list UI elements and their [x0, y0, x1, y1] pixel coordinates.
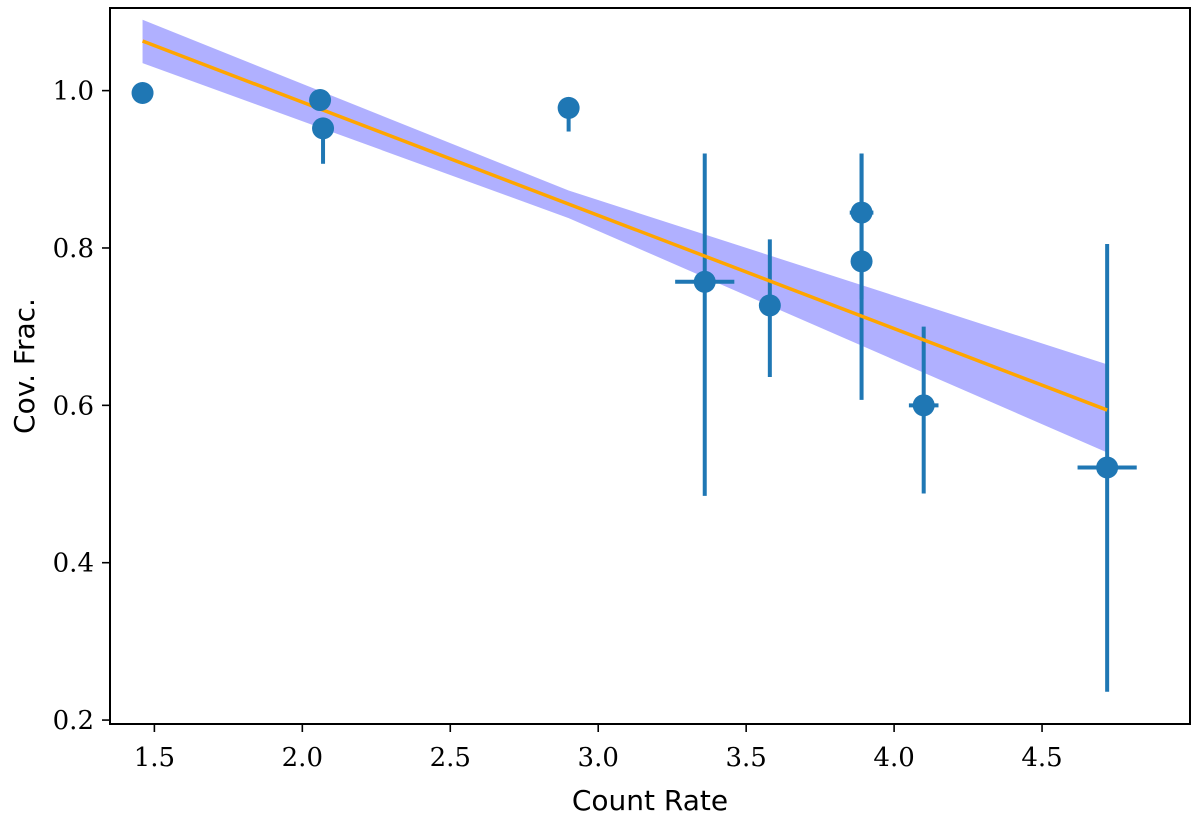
- y-tick-label: 0.6: [53, 391, 94, 421]
- data-point: [850, 201, 873, 224]
- data-point: [758, 294, 781, 317]
- plot-frame: [109, 7, 1191, 725]
- data-point: [693, 270, 716, 293]
- data-points-layer: [131, 81, 1119, 479]
- y-tick-label: 0.8: [53, 234, 94, 264]
- x-tick-label: 3.5: [725, 743, 766, 773]
- x-tick-label: 3.0: [578, 743, 619, 773]
- fit-line: [141, 39, 1108, 412]
- y-axis-ticks: 0.2 0.4 0.6 0.8 1.0: [53, 77, 110, 736]
- data-point: [309, 89, 332, 112]
- y-tick-label: 1.0: [53, 77, 94, 107]
- x-tick-label: 4.0: [873, 743, 914, 773]
- y-tick-label: 0.4: [53, 549, 94, 579]
- data-point: [912, 394, 935, 417]
- y-tick-label: 0.2: [53, 706, 94, 736]
- x-tick-label: 2.0: [282, 743, 323, 773]
- data-point: [1096, 456, 1119, 479]
- data-point: [557, 96, 580, 119]
- data-point: [850, 250, 873, 273]
- fit-line-layer: [141, 39, 1108, 412]
- x-axis-label: Count Rate: [572, 784, 728, 817]
- y-axis-label: Cov. Frac.: [8, 298, 41, 434]
- data-point: [131, 81, 154, 104]
- x-tick-label: 2.5: [430, 743, 471, 773]
- x-tick-label: 4.5: [1021, 743, 1062, 773]
- x-axis-ticks: 1.5 2.0 2.5 3.0 3.5 4.0 4.5: [134, 724, 1063, 773]
- fit-uncertainty-band-layer: [142, 19, 1108, 453]
- x-tick-label: 1.5: [134, 743, 175, 773]
- data-point: [312, 117, 335, 140]
- fit-uncertainty-band: [142, 19, 1108, 453]
